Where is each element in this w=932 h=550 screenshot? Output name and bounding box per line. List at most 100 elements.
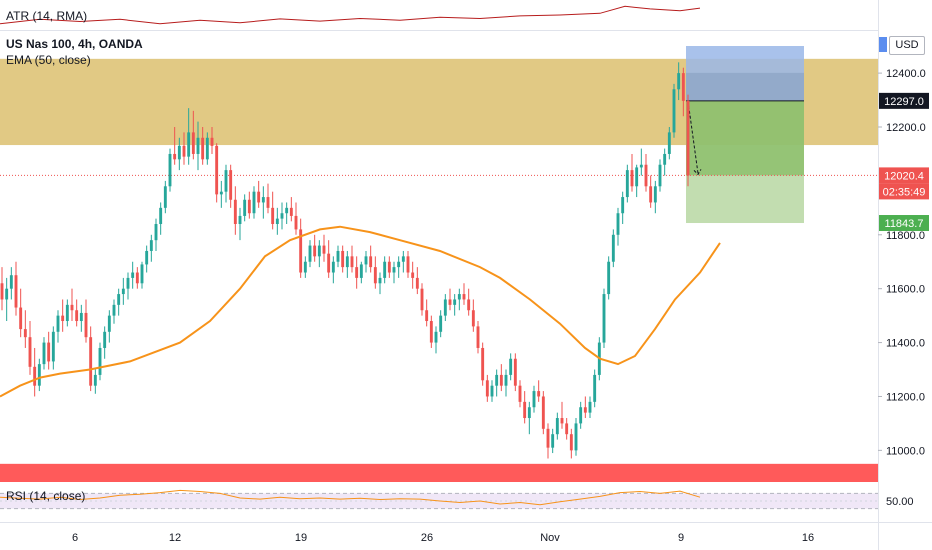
rsi-title[interactable]: RSI (14, close) bbox=[6, 489, 86, 503]
candle bbox=[369, 245, 373, 273]
candle-body bbox=[5, 288, 9, 300]
candle bbox=[37, 358, 41, 392]
candle bbox=[462, 283, 466, 305]
price-tick[interactable]: 11600.0 bbox=[878, 284, 925, 296]
price-tick-label: 11200.0 bbox=[886, 391, 925, 403]
candle bbox=[387, 256, 391, 278]
entry-price-label-text: 12297.0 bbox=[884, 96, 924, 108]
candle bbox=[383, 256, 387, 284]
target-price-label-bg bbox=[879, 215, 929, 232]
candle bbox=[229, 164, 233, 208]
candle bbox=[583, 396, 587, 419]
price-tick-label: 11600.0 bbox=[886, 284, 925, 296]
price-tick[interactable]: 11800.0 bbox=[878, 230, 925, 242]
time-axis-ticks[interactable]: 6 12 19 26 Nov 9 16 bbox=[72, 532, 814, 544]
candle-body bbox=[686, 100, 690, 176]
candle bbox=[411, 261, 415, 289]
price-tick[interactable]: 12400.0 bbox=[878, 68, 926, 80]
candle bbox=[453, 294, 457, 316]
candle bbox=[84, 299, 88, 343]
candle bbox=[560, 401, 564, 429]
candle-body bbox=[238, 215, 242, 225]
candle-body bbox=[313, 245, 317, 257]
time-tick-label: Nov bbox=[540, 532, 560, 544]
candle bbox=[476, 321, 480, 354]
candle bbox=[443, 294, 447, 322]
atr-title[interactable]: ATR (14, RMA) bbox=[6, 9, 88, 23]
candle-body bbox=[70, 304, 74, 311]
price-tick[interactable]: 12200.0 bbox=[878, 122, 926, 134]
support-zone[interactable] bbox=[0, 463, 878, 482]
atr-pane-bg bbox=[0, 0, 878, 30]
candle-body bbox=[257, 191, 261, 203]
candle-body bbox=[33, 366, 37, 386]
candle bbox=[639, 148, 643, 176]
candle bbox=[495, 369, 499, 397]
candle bbox=[359, 261, 363, 284]
candle bbox=[621, 191, 625, 225]
candle-body bbox=[145, 250, 149, 265]
candle-body bbox=[117, 294, 121, 305]
candle bbox=[471, 299, 475, 332]
time-tick-label: 26 bbox=[421, 532, 433, 544]
candle bbox=[126, 272, 130, 300]
candle bbox=[159, 202, 163, 235]
candle bbox=[630, 153, 634, 192]
candle-body bbox=[649, 186, 653, 203]
time-tick-label: 19 bbox=[295, 532, 307, 544]
price-tick[interactable]: 11000.0 bbox=[878, 445, 925, 457]
candle bbox=[243, 194, 247, 222]
candle bbox=[602, 288, 606, 348]
candle bbox=[429, 315, 433, 348]
candle-body bbox=[532, 391, 536, 408]
ema-title[interactable]: EMA (50, close) bbox=[6, 53, 91, 67]
candle-body bbox=[210, 137, 214, 146]
candle bbox=[238, 207, 242, 241]
candle-body bbox=[672, 89, 676, 133]
candle-body bbox=[275, 218, 279, 225]
price-axis-ticks[interactable]: 12400.0 12200.0 11800.0 11600.0 11400.0 11200… bbox=[878, 68, 926, 508]
candle-body bbox=[644, 164, 648, 187]
candle-body bbox=[504, 374, 508, 386]
candle-body bbox=[392, 267, 396, 273]
candle-body bbox=[383, 261, 387, 278]
candle bbox=[271, 191, 275, 230]
candle-body bbox=[588, 401, 592, 413]
price-tick[interactable]: 11400.0 bbox=[878, 338, 925, 350]
candle-body bbox=[569, 434, 573, 451]
candle bbox=[331, 256, 335, 284]
currency-button[interactable]: USD bbox=[889, 36, 925, 55]
candle bbox=[107, 310, 111, 343]
candle-body bbox=[252, 191, 256, 214]
candle bbox=[425, 299, 429, 327]
candle-body bbox=[653, 186, 657, 203]
current-price-label-text: 12020.4 bbox=[884, 170, 924, 182]
candle-body bbox=[509, 358, 513, 375]
candle-body bbox=[89, 337, 93, 386]
candle bbox=[56, 310, 60, 343]
target-price-label-text: 11843.7 bbox=[885, 218, 924, 230]
candle bbox=[555, 412, 559, 440]
candle-body bbox=[513, 358, 517, 386]
symbol-title[interactable]: US Nas 100, 4h, OANDA bbox=[6, 37, 143, 51]
candle-body bbox=[485, 380, 489, 397]
candle bbox=[196, 121, 200, 171]
candle-body bbox=[406, 256, 410, 273]
candle-body bbox=[565, 423, 569, 435]
take-profit-area[interactable] bbox=[686, 100, 804, 176]
candle-body bbox=[429, 321, 433, 343]
candle bbox=[378, 272, 382, 295]
short-position-tool[interactable] bbox=[686, 46, 804, 224]
stop-loss-area[interactable] bbox=[686, 46, 804, 101]
candle bbox=[672, 83, 676, 138]
candle bbox=[481, 342, 485, 386]
candle-body bbox=[523, 401, 527, 419]
candle-body bbox=[187, 132, 191, 157]
candle-body bbox=[621, 197, 625, 214]
candle bbox=[448, 288, 452, 311]
candle-body bbox=[61, 315, 65, 322]
candle-body bbox=[135, 272, 139, 284]
candle bbox=[308, 240, 312, 268]
price-tick[interactable]: 11200.0 bbox=[878, 391, 925, 403]
